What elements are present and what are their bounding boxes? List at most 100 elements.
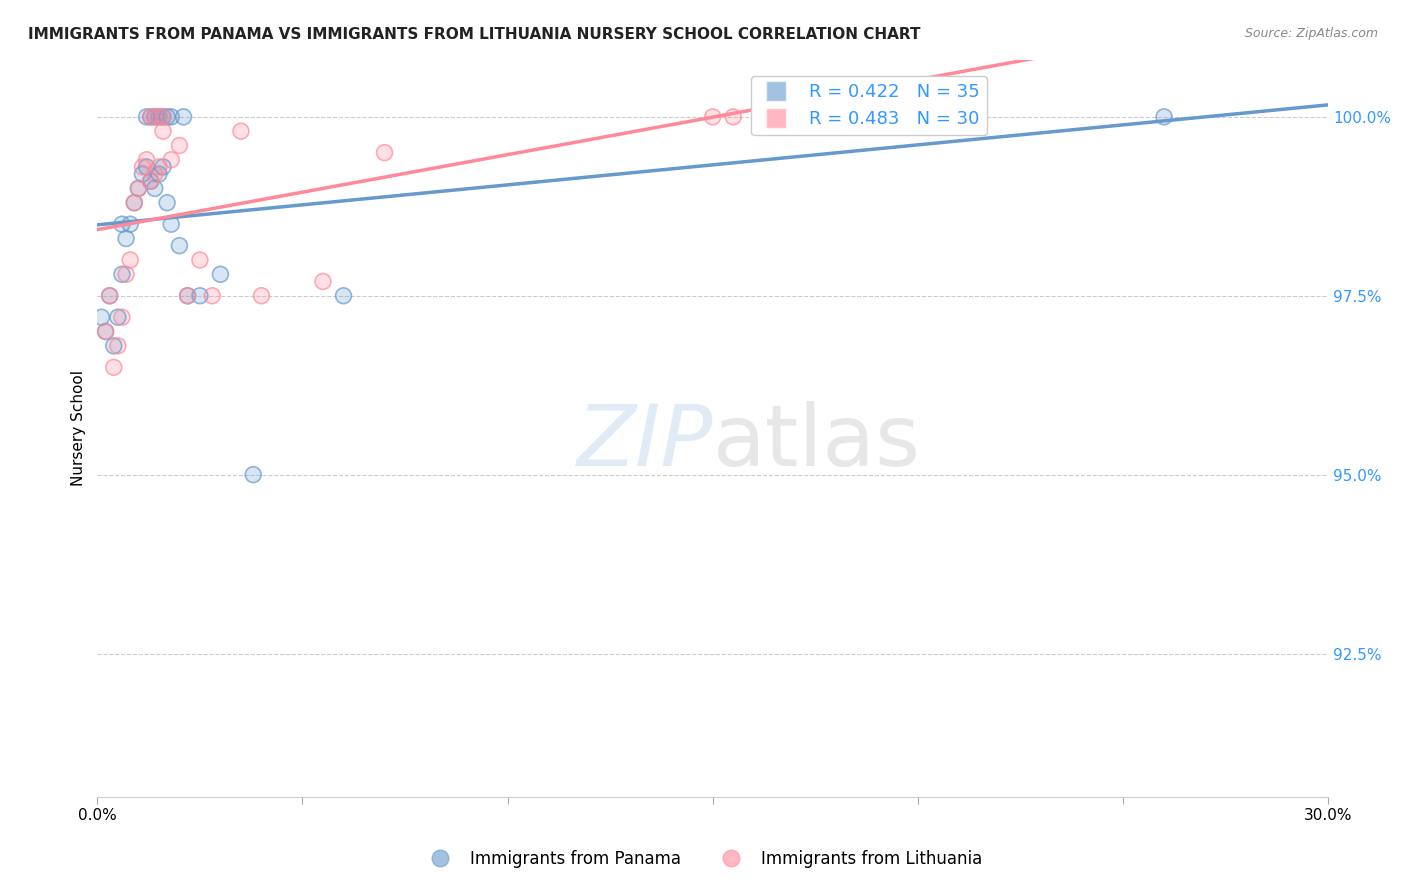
Text: atlas: atlas	[713, 401, 921, 484]
Legend: R = 0.422   N = 35, R = 0.483   N = 30: R = 0.422 N = 35, R = 0.483 N = 30	[751, 76, 987, 136]
Point	[152, 160, 174, 174]
Point	[169, 138, 191, 153]
Point	[115, 267, 138, 281]
Point	[1153, 110, 1175, 124]
Point	[886, 110, 908, 124]
Point	[148, 110, 170, 124]
Point	[173, 110, 195, 124]
Point	[173, 110, 195, 124]
Point	[127, 181, 149, 195]
Point	[94, 325, 117, 339]
Point	[98, 289, 121, 303]
Point	[160, 110, 183, 124]
Point	[127, 181, 149, 195]
Point	[723, 110, 745, 124]
Point	[131, 160, 153, 174]
Point	[143, 110, 166, 124]
Point	[1153, 110, 1175, 124]
Point	[111, 310, 134, 325]
Point	[250, 289, 273, 303]
Point	[148, 160, 170, 174]
Text: Source: ZipAtlas.com: Source: ZipAtlas.com	[1244, 27, 1378, 40]
Point	[188, 289, 211, 303]
Point	[702, 110, 724, 124]
Point	[143, 181, 166, 195]
Point	[131, 167, 153, 181]
Point	[111, 310, 134, 325]
Point	[152, 110, 174, 124]
Point	[169, 138, 191, 153]
Point	[160, 217, 183, 231]
Point	[169, 238, 191, 252]
Point	[124, 195, 146, 210]
Point	[120, 252, 142, 267]
Point	[103, 339, 125, 353]
Point	[250, 289, 273, 303]
Point	[152, 110, 174, 124]
Point	[139, 174, 162, 188]
Point	[160, 110, 183, 124]
Point	[94, 325, 117, 339]
Point	[94, 325, 117, 339]
Point	[103, 360, 125, 375]
Point	[139, 174, 162, 188]
Point	[98, 289, 121, 303]
Point	[111, 267, 134, 281]
Point	[139, 110, 162, 124]
Point	[139, 110, 162, 124]
Y-axis label: Nursery School: Nursery School	[72, 370, 86, 486]
Point	[723, 110, 745, 124]
Point	[115, 231, 138, 245]
Point	[201, 289, 224, 303]
Point	[98, 289, 121, 303]
Point	[139, 110, 162, 124]
Point	[242, 467, 264, 482]
Point	[90, 310, 112, 325]
Text: IMMIGRANTS FROM PANAMA VS IMMIGRANTS FROM LITHUANIA NURSERY SCHOOL CORRELATION C: IMMIGRANTS FROM PANAMA VS IMMIGRANTS FRO…	[28, 27, 921, 42]
Legend: Immigrants from Panama, Immigrants from Lithuania: Immigrants from Panama, Immigrants from …	[416, 844, 990, 875]
Point	[188, 252, 211, 267]
Point	[160, 153, 183, 167]
Point	[107, 310, 129, 325]
Point	[148, 167, 170, 181]
Point	[169, 238, 191, 252]
Point	[242, 467, 264, 482]
Point	[143, 110, 166, 124]
Point	[312, 275, 335, 289]
Point	[135, 160, 157, 174]
Point	[229, 124, 252, 138]
Point	[143, 110, 166, 124]
Point	[373, 145, 395, 160]
Point	[135, 160, 157, 174]
Point	[124, 195, 146, 210]
Point	[152, 110, 174, 124]
Point	[160, 217, 183, 231]
Point	[886, 110, 908, 124]
Point	[139, 110, 162, 124]
Point	[120, 217, 142, 231]
Point	[127, 181, 149, 195]
Point	[188, 252, 211, 267]
Point	[156, 110, 179, 124]
Point	[229, 124, 252, 138]
Point	[107, 339, 129, 353]
Point	[115, 267, 138, 281]
Point	[124, 195, 146, 210]
Point	[209, 267, 232, 281]
Point	[176, 289, 198, 303]
Text: ZIP: ZIP	[576, 401, 713, 484]
Point	[152, 110, 174, 124]
Point	[127, 181, 149, 195]
Point	[702, 110, 724, 124]
Point	[135, 153, 157, 167]
Point	[152, 160, 174, 174]
Point	[373, 145, 395, 160]
Point	[312, 275, 335, 289]
Point	[152, 124, 174, 138]
Point	[115, 231, 138, 245]
Point	[111, 217, 134, 231]
Point	[332, 289, 354, 303]
Point	[94, 325, 117, 339]
Point	[143, 181, 166, 195]
Point	[120, 252, 142, 267]
